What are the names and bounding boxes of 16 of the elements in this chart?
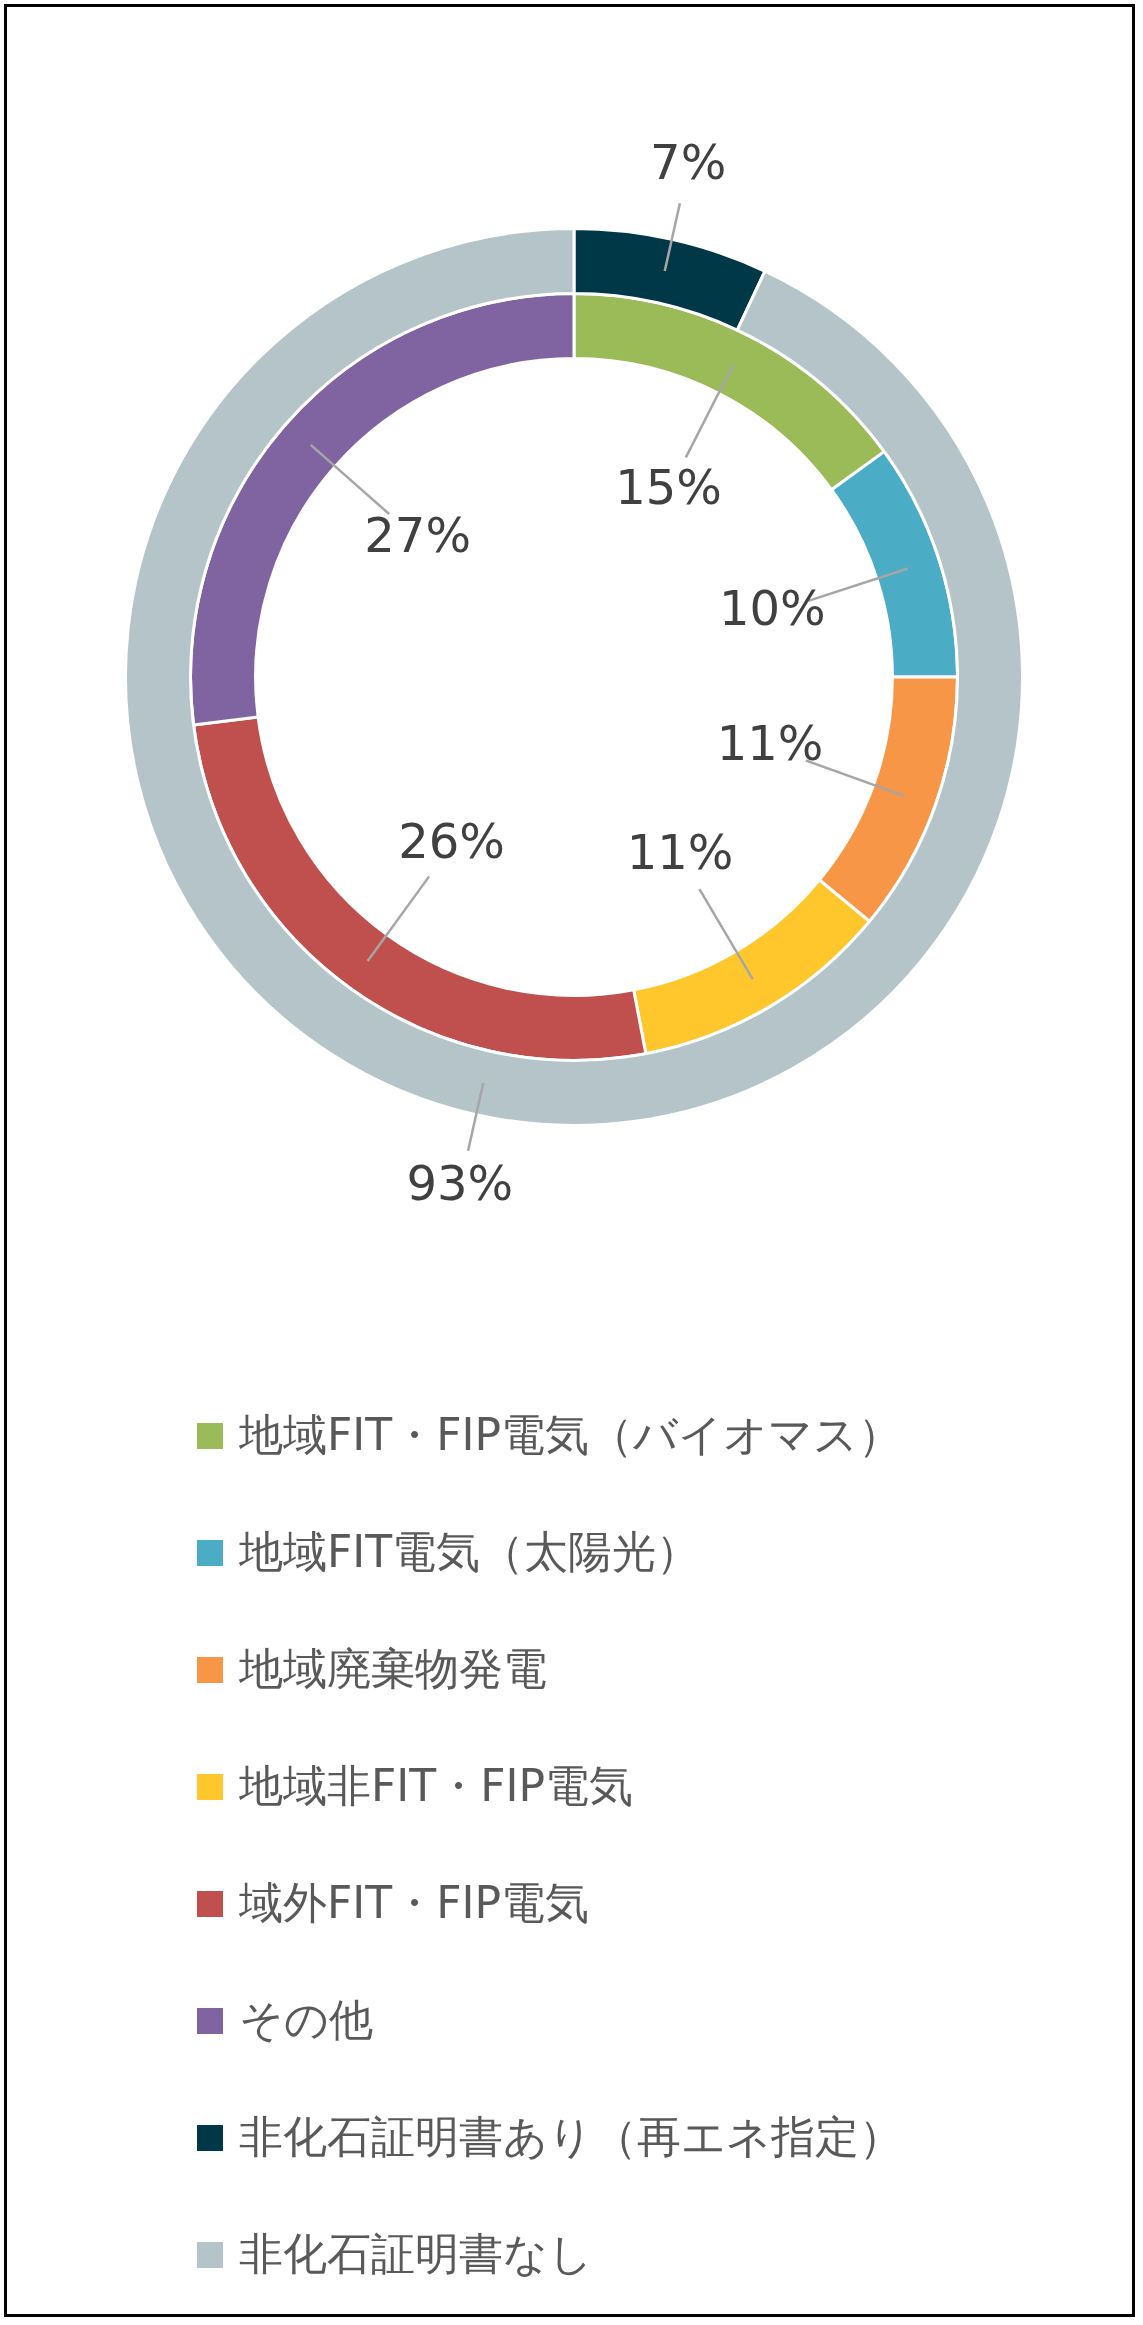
data-label: 26% (398, 813, 505, 870)
data-label: 7% (650, 133, 727, 190)
data-label: 93% (406, 1155, 514, 1212)
legend-label: その他 (239, 1993, 373, 2047)
data-label: 27% (364, 506, 471, 563)
legend-label: 域外FIT・FIP電気 (239, 1876, 589, 1930)
data-label: 11% (626, 823, 734, 880)
data-label: 11% (716, 715, 824, 772)
data-label: 15% (615, 458, 722, 515)
legend-label: 地域FIT・FIP電気（バイオマス） (239, 1408, 902, 1462)
legend-label: 非化石証明書あり（再エネ指定） (239, 2110, 903, 2164)
data-label: 10% (718, 580, 826, 637)
legend-label: 地域廃棄物発電 (239, 1642, 547, 1696)
legend-label: 非化石証明書なし (239, 2227, 593, 2281)
legend-label: 地域非FIT・FIP電気 (239, 1759, 633, 1813)
legend-label: 地域FIT電気（太陽光） (239, 1525, 701, 1579)
